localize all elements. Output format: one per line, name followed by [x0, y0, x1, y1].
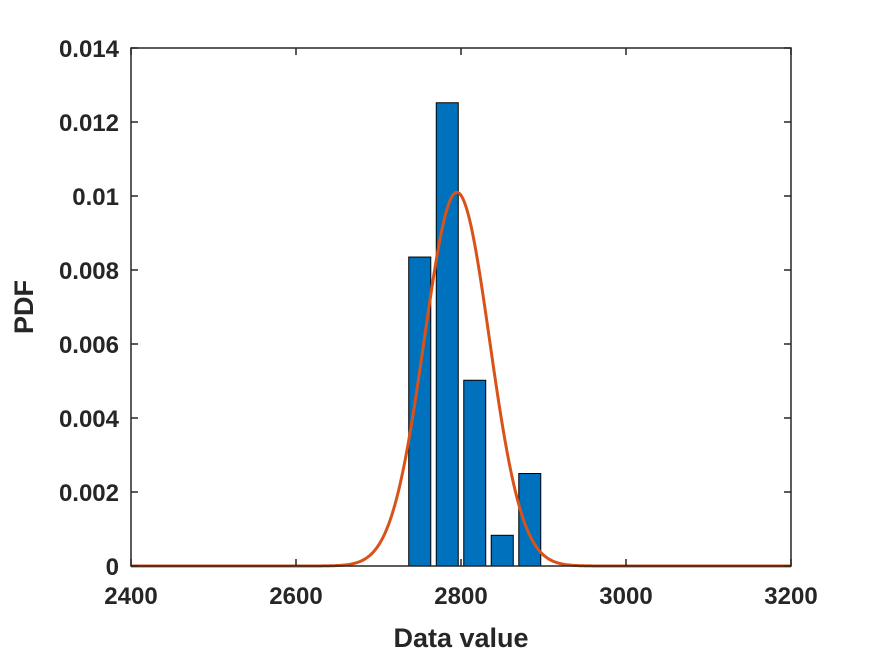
- y-tick-label: 0.002: [59, 480, 119, 507]
- y-tick-label: 0.008: [59, 258, 119, 285]
- histogram-bar: [435, 102, 459, 567]
- histogram-bars: [408, 102, 542, 567]
- x-axis-ticks: 2400 2600 2800 3000 3200: [104, 48, 818, 610]
- x-tick-label: 3200: [764, 583, 817, 610]
- y-tick-label: 0.004: [59, 406, 120, 433]
- histogram-bar: [408, 256, 432, 567]
- x-tick-label: 3000: [599, 583, 652, 610]
- histogram-bar: [463, 379, 487, 567]
- y-tick-label: 0.014: [59, 36, 120, 63]
- y-tick-label: 0.012: [59, 110, 119, 137]
- y-axis-label: PDF: [9, 280, 39, 334]
- x-axis-label: Data value: [393, 623, 528, 653]
- y-axis-ticks: 0 0.002 0.004 0.006 0.008 0.01 0.012 0.014: [59, 36, 791, 581]
- y-tick-label: 0.006: [59, 332, 119, 359]
- histogram-bar: [490, 534, 514, 567]
- x-tick-label: 2800: [434, 583, 487, 610]
- x-tick-label: 2600: [269, 583, 322, 610]
- y-tick-label: 0.01: [72, 184, 119, 211]
- x-tick-label: 2400: [104, 583, 157, 610]
- y-tick-label: 0: [106, 554, 119, 581]
